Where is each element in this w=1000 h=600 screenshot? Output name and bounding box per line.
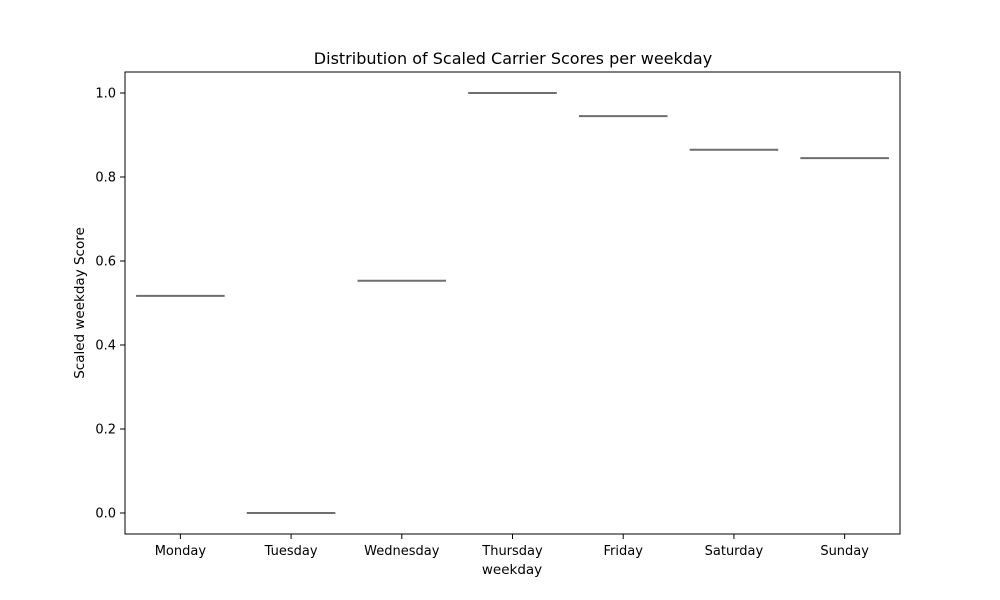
y-tick-label: 0.8 [95,171,116,186]
x-tick-label-saturday: Saturday [705,544,764,559]
x-axis: Monday Tuesday Wednesday Thursday Friday Satu… [155,534,869,559]
x-axis-title: weekday [482,562,542,578]
y-tick-label: 0.0 [95,507,116,522]
chart-title: Distribution of Scaled Carrier Scores pe… [314,49,712,68]
plot-area [124,71,901,535]
y-tick-label: 1.0 [95,87,116,102]
y-tick-label: 0.4 [95,339,116,354]
x-tick-label-sunday: Sunday [820,544,869,559]
y-axis-title: Scaled weekday Score [72,227,88,379]
x-tick-label-monday: Monday [155,544,207,559]
x-tick-label-wednesday: Wednesday [364,544,440,559]
x-tick-label-thursday: Thursday [481,544,543,559]
x-tick-label-friday: Friday [604,544,644,559]
box-series [136,92,889,514]
x-tick-label-tuesday: Tuesday [264,544,318,559]
y-axis: 0.0 0.2 0.4 0.6 0.8 1.0 [95,87,125,522]
y-tick-label: 0.2 [95,423,116,438]
y-tick-label: 0.6 [95,255,116,270]
